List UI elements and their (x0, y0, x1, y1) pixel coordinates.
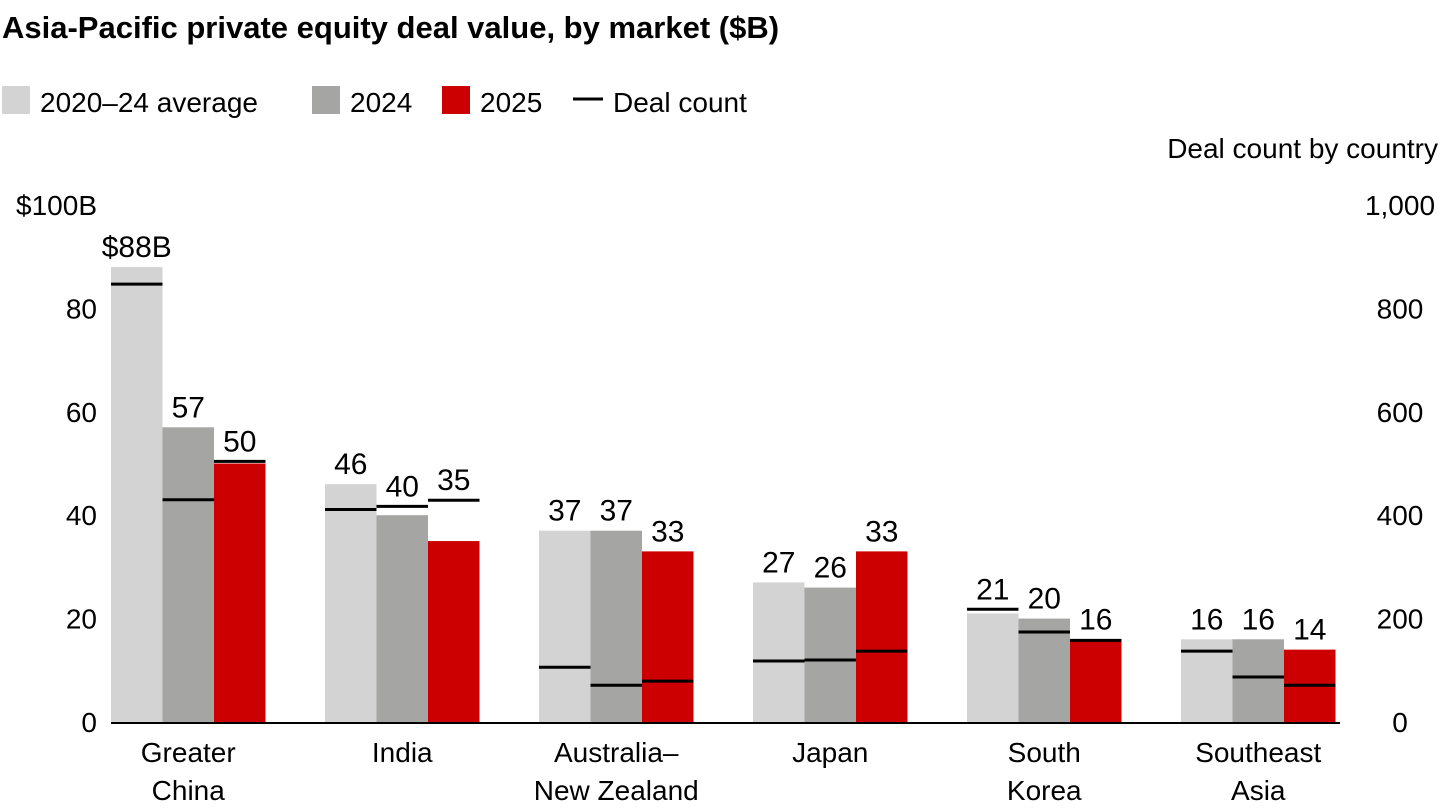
bar (804, 587, 856, 722)
bar (642, 551, 694, 722)
category-label: Japan (792, 737, 868, 768)
category-label: Korea (1007, 775, 1082, 806)
left-tick-label: 80 (66, 293, 97, 324)
bar (753, 582, 805, 722)
category-label: China (152, 775, 226, 806)
bar (428, 541, 480, 722)
legend-label-1: 2024 (350, 87, 412, 118)
bar (856, 551, 908, 722)
category-label: Greater (141, 737, 236, 768)
chart-title: Asia-Pacific private equity deal value, … (2, 10, 779, 45)
data-label: 33 (651, 515, 684, 548)
bar (111, 267, 163, 722)
bar (1232, 639, 1284, 722)
bar (967, 613, 1019, 722)
legend: 2020–24 average 2024 2025 Deal count (2, 86, 747, 118)
data-label: 16 (1079, 603, 1112, 636)
right-tick-label: 1,000 (1365, 190, 1435, 221)
bar (1018, 618, 1070, 722)
right-tick-label: 800 (1377, 293, 1424, 324)
legend-swatch-0 (2, 86, 30, 114)
data-label: 57 (172, 391, 205, 424)
data-label: 16 (1190, 603, 1223, 636)
legend-swatch-2 (442, 86, 470, 114)
data-label: 21 (976, 573, 1009, 606)
bar (214, 463, 266, 722)
category-label: New Zealand (534, 775, 699, 806)
left-tick-label: 40 (66, 500, 97, 531)
left-tick-label: 0 (81, 707, 97, 738)
bar (1181, 639, 1233, 722)
legend-label-2: 2025 (480, 87, 542, 118)
data-label: 40 (386, 470, 419, 503)
data-label: 33 (865, 515, 898, 548)
left-tick-label: 20 (66, 604, 97, 635)
data-label: 35 (437, 464, 470, 497)
left-tick-label: 60 (66, 397, 97, 428)
data-label: 16 (1242, 603, 1275, 636)
category-label: Asia (1231, 775, 1286, 806)
data-label: 26 (814, 552, 847, 585)
data-label: 14 (1293, 614, 1326, 647)
category-label: Southeast (1195, 737, 1321, 768)
bar (376, 515, 428, 722)
data-label: $88B (102, 231, 172, 264)
right-tick-label: 400 (1377, 500, 1424, 531)
right-tick-label: 200 (1377, 604, 1424, 635)
data-label: 50 (223, 425, 256, 458)
category-label: Australia– (554, 737, 679, 768)
data-label: 37 (600, 495, 633, 528)
legend-label-0: 2020–24 average (40, 87, 258, 118)
bar (1070, 639, 1122, 722)
data-label: 46 (334, 448, 367, 481)
bar (162, 427, 214, 722)
legend-label-deal-count: Deal count (613, 87, 747, 118)
bar (539, 530, 591, 722)
category-label: South (1008, 737, 1081, 768)
data-label: 27 (762, 546, 795, 579)
category-label: India (372, 737, 433, 768)
bar (325, 484, 377, 722)
legend-swatch-1 (312, 86, 340, 114)
axes: 0 20 40 60 80 $100B 0 200 400 600 800 1,000 (16, 190, 1435, 738)
right-tick-label: 0 (1392, 707, 1408, 738)
data-label: 37 (548, 495, 581, 528)
right-axis-label: Deal count by country (1167, 133, 1438, 164)
value-labels: $88B 57 50 46 40 35 37 37 33 27 26 33 21 20 16 16 16 14 (102, 231, 1327, 647)
bars (111, 267, 1336, 722)
right-tick-label: 600 (1377, 397, 1424, 428)
category-labels: Greater China India Australia– New Zealand Ja… (141, 737, 1322, 806)
bar (590, 530, 642, 722)
data-label: 20 (1028, 583, 1061, 616)
left-tick-label: $100B (16, 190, 97, 221)
